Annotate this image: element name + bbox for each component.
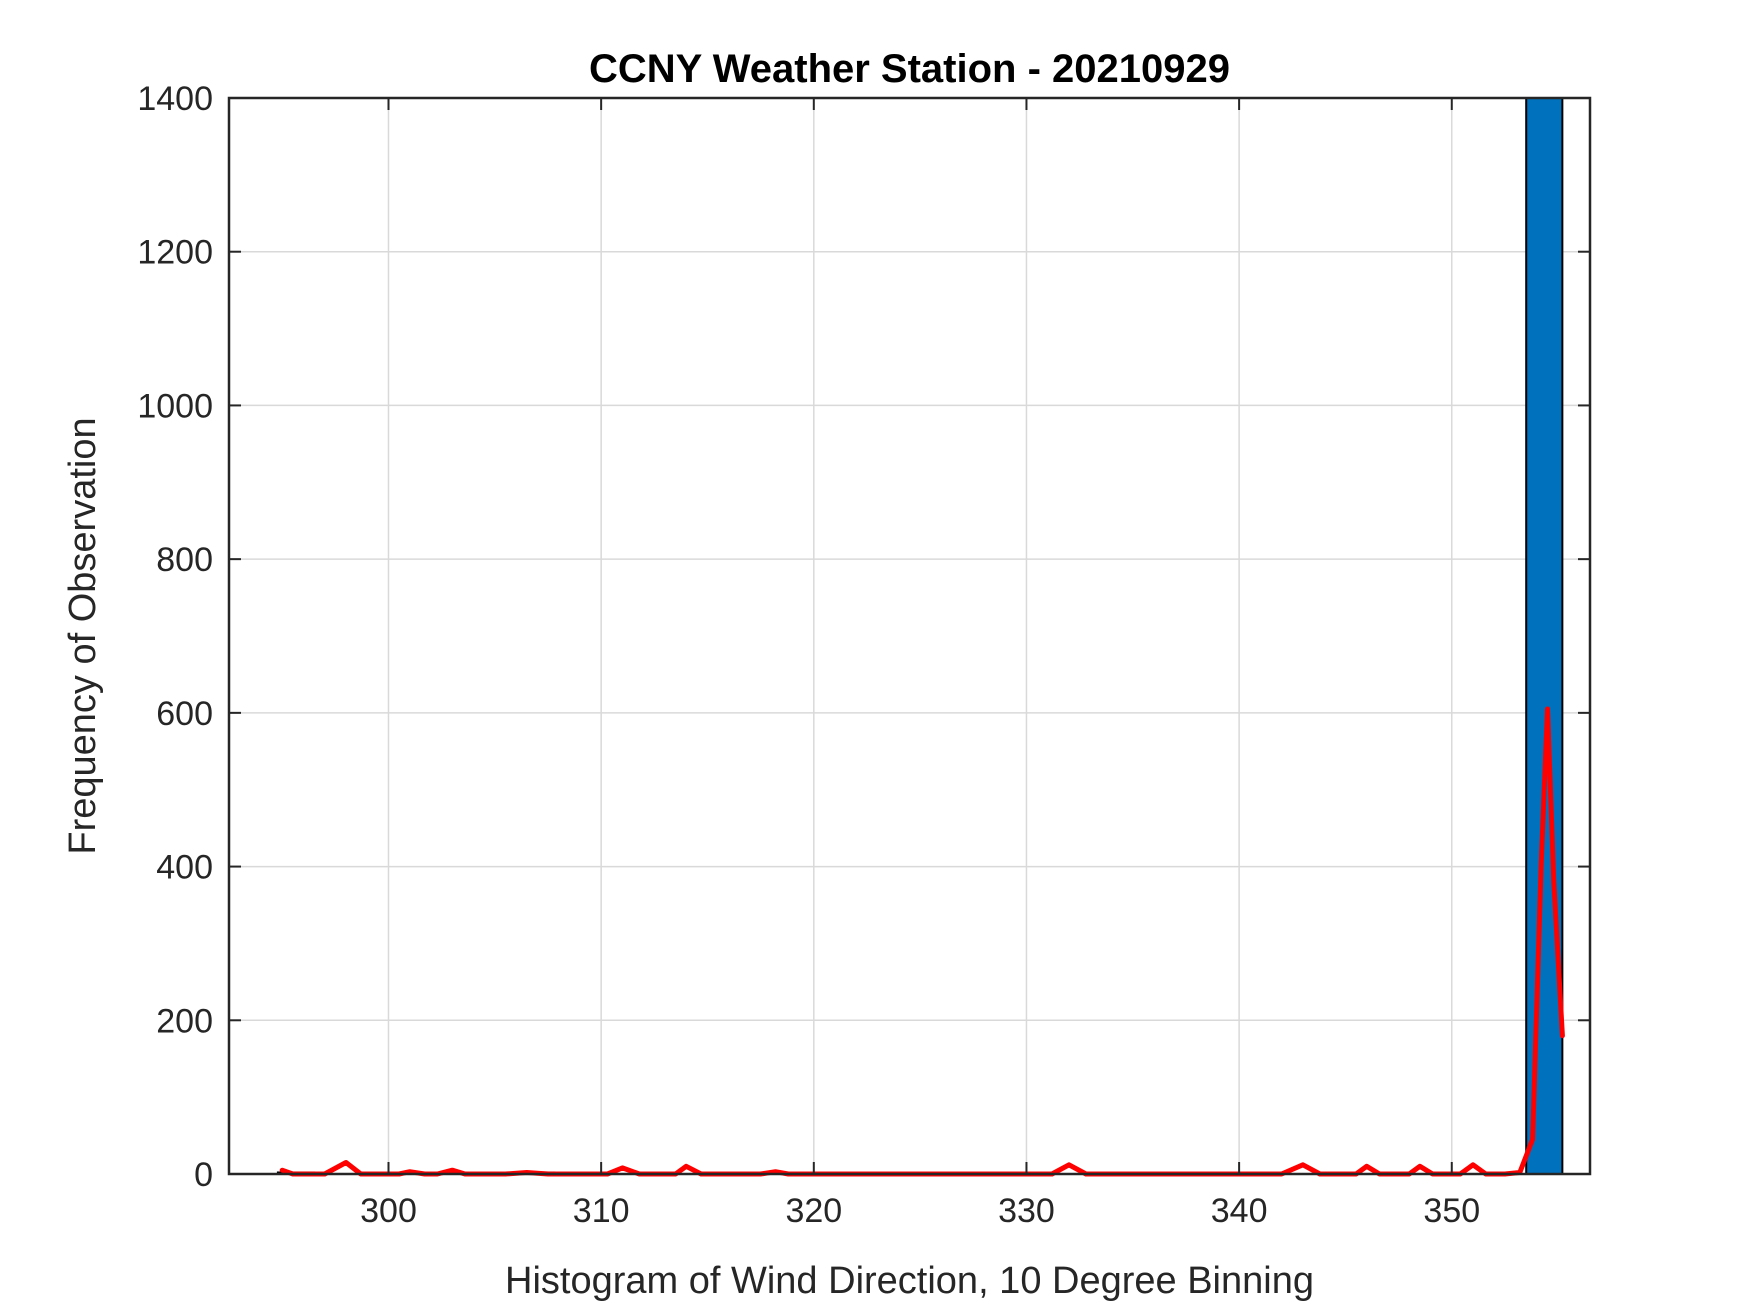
y-tick-label: 200 [156,1002,213,1040]
y-tick-label: 1400 [137,80,213,118]
plot-area-background [229,98,1590,1174]
x-tick-label: 330 [998,1192,1055,1230]
axis-ticks [229,97,1590,1175]
y-tick-label: 800 [156,541,213,579]
y-tick-label: 600 [156,695,213,733]
x-tick-labels: 300 310 320 330 340 350 [360,1192,1480,1230]
y-axis-label: Frequency of Observation [62,417,104,854]
y-tick-label: 400 [156,849,213,887]
x-tick-label: 350 [1423,1192,1480,1230]
plot-area-frame [227,96,1592,1176]
y-tick-label: 1200 [137,234,213,272]
chart-title: CCNY Weather Station - 20210929 [589,47,1230,91]
histogram-bar [1525,97,1564,1175]
y-tick-label: 1000 [137,387,213,425]
x-axis-label: Histogram of Wind Direction, 10 Degree B… [505,1260,1314,1302]
x-tick-label: 320 [785,1192,842,1230]
x-tick-label: 340 [1211,1192,1268,1230]
y-tick-labels: 0 200 400 600 800 1000 1200 1400 [137,80,213,1194]
x-tick-label: 300 [360,1192,417,1230]
x-tick-label: 310 [573,1192,630,1230]
y-tick-label: 0 [194,1156,213,1194]
